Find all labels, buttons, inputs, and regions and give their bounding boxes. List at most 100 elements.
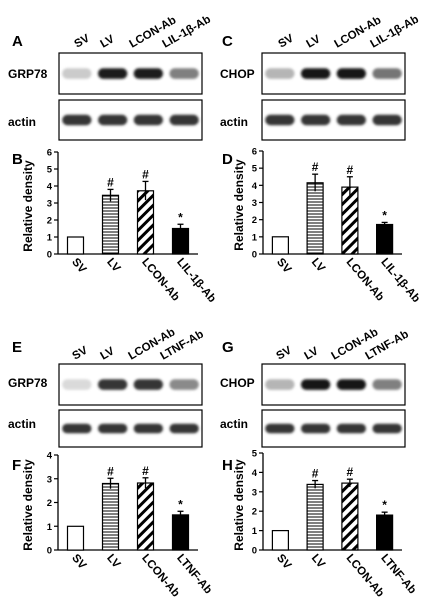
y-tick-label: 6 bbox=[252, 147, 257, 158]
x-category-label: LV bbox=[309, 256, 327, 275]
row-label: GRP78 bbox=[8, 67, 48, 81]
y-tick-label: 0 bbox=[47, 250, 52, 261]
x-category-label: SV bbox=[69, 552, 88, 572]
bar bbox=[376, 514, 394, 551]
band-strip bbox=[62, 379, 199, 390]
blot-panel-e: E SV LV LCON-Ab LTNF-Ab GRP78 actin bbox=[8, 326, 206, 448]
panel-letter-c: C bbox=[222, 33, 233, 50]
y-tick-label: 2 bbox=[252, 507, 257, 518]
blot-band bbox=[169, 114, 199, 126]
y-tick-label: 2 bbox=[47, 216, 52, 227]
row-label: GRP78 bbox=[8, 376, 48, 390]
bar-chart-h: H Relative density 012345SV#LV#LCON-Ab*L… bbox=[222, 449, 418, 600]
lane-label: LV bbox=[99, 33, 117, 50]
y-axis-title: Relative density bbox=[21, 459, 35, 551]
blot-panel-g: G SV LV LCON-Ab LTNF-Ab CHOP actin bbox=[220, 326, 411, 448]
panel-letter-b: B bbox=[12, 151, 23, 168]
lane-labels: SV LV LCON-Ab LIL-1β-Ab bbox=[73, 13, 213, 50]
blot-band bbox=[98, 68, 128, 79]
band-strip bbox=[265, 68, 402, 79]
actin-label: actin bbox=[220, 115, 248, 129]
lane-label: LV bbox=[99, 345, 117, 362]
y-axis-title: Relative density bbox=[21, 160, 35, 252]
significance-mark: # bbox=[142, 464, 149, 478]
significance-mark: # bbox=[347, 163, 354, 177]
lane-labels: SV LV LCON-Ab LTNF-Ab bbox=[71, 326, 206, 362]
x-category-label: LV bbox=[309, 552, 327, 571]
blot-band bbox=[133, 423, 163, 434]
blot-band bbox=[62, 68, 92, 79]
y-tick-label: 4 bbox=[47, 451, 53, 462]
blot-band bbox=[62, 114, 92, 126]
bar bbox=[136, 482, 155, 551]
significance-mark: # bbox=[347, 465, 354, 479]
significance-mark: * bbox=[382, 498, 387, 512]
bar bbox=[101, 482, 120, 551]
x-category-label: SV bbox=[274, 552, 293, 572]
actin-band-strip bbox=[265, 114, 402, 126]
blot-band bbox=[301, 68, 331, 79]
blot-band bbox=[301, 423, 331, 434]
panel-letter-f: F bbox=[12, 457, 21, 474]
bar bbox=[66, 236, 85, 255]
y-tick-label: 1 bbox=[252, 526, 258, 537]
bar bbox=[136, 190, 155, 255]
blot-band bbox=[98, 114, 128, 126]
lane-label: SV bbox=[277, 32, 297, 50]
y-tick-label: 3 bbox=[47, 199, 52, 210]
y-tick-label: 3 bbox=[47, 474, 52, 485]
blot-band bbox=[98, 379, 128, 390]
significance-mark: # bbox=[107, 175, 114, 189]
row-label: CHOP bbox=[220, 67, 255, 81]
blot-band bbox=[62, 423, 92, 434]
panel-letter-e: E bbox=[12, 339, 22, 356]
blot-band bbox=[62, 379, 92, 390]
panel-letter-h: H bbox=[222, 457, 233, 474]
y-tick-label: 4 bbox=[252, 468, 258, 479]
y-tick-label: 5 bbox=[47, 165, 53, 176]
significance-mark: # bbox=[312, 467, 319, 481]
lane-labels: SV LV LCON-Ab LTNF-Ab bbox=[275, 326, 411, 362]
bar bbox=[341, 482, 359, 551]
x-category-label: LIL-1β-Ab bbox=[174, 256, 218, 305]
y-axis-title: Relative density bbox=[232, 459, 246, 551]
actin-band-strip bbox=[62, 423, 199, 434]
y-tick-label: 5 bbox=[252, 449, 258, 460]
actin-band-strip bbox=[265, 423, 402, 434]
lane-label: SV bbox=[275, 344, 295, 362]
lane-label: SV bbox=[73, 32, 93, 50]
x-category-label: LIL-1β-Ab bbox=[378, 256, 422, 305]
actin-band-strip bbox=[62, 114, 199, 126]
blot-band bbox=[372, 379, 402, 390]
blot-band bbox=[265, 68, 295, 79]
panel-letter-a: A bbox=[12, 33, 23, 50]
significance-mark: * bbox=[382, 208, 387, 222]
blot-band bbox=[301, 114, 331, 126]
x-category-label: SV bbox=[274, 256, 293, 276]
y-tick-label: 2 bbox=[47, 498, 52, 509]
blot-band bbox=[265, 423, 295, 434]
x-category-label: LV bbox=[104, 552, 122, 571]
blot-band bbox=[98, 423, 128, 434]
actin-label: actin bbox=[8, 417, 36, 431]
y-tick-label: 4 bbox=[47, 182, 53, 193]
bar bbox=[66, 525, 85, 551]
bar-chart-d: D Relative density 0123456SV#LV#LCON-Ab*… bbox=[222, 147, 422, 306]
bar bbox=[376, 223, 394, 255]
actin-label: actin bbox=[220, 417, 248, 431]
y-tick-label: 0 bbox=[47, 546, 52, 557]
significance-mark: # bbox=[312, 160, 319, 174]
lane-labels: SV LV LCON-Ab LIL-1β-Ab bbox=[277, 13, 421, 50]
y-tick-label: 4 bbox=[252, 181, 258, 192]
blot-band bbox=[301, 379, 331, 390]
blot-band bbox=[336, 68, 366, 79]
y-tick-label: 2 bbox=[252, 215, 257, 226]
blot-band bbox=[265, 114, 295, 126]
bar-chart-f: F Relative density 01234SV#LV#LCON-Ab*LT… bbox=[12, 451, 214, 600]
significance-mark: * bbox=[178, 210, 183, 224]
bar bbox=[171, 514, 190, 551]
